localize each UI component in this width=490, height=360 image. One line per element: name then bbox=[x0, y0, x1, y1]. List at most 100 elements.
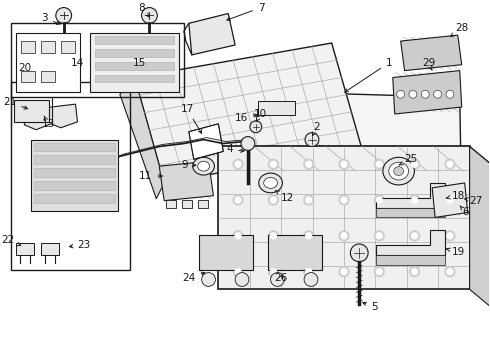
Bar bbox=[268, 235, 322, 270]
Circle shape bbox=[412, 233, 417, 239]
Text: 15: 15 bbox=[133, 58, 146, 68]
Bar bbox=[34, 156, 115, 164]
Circle shape bbox=[339, 159, 349, 169]
Bar bbox=[11, 82, 130, 270]
Circle shape bbox=[250, 121, 262, 133]
Circle shape bbox=[341, 269, 347, 275]
Text: 8: 8 bbox=[138, 3, 149, 17]
Bar bbox=[182, 200, 192, 208]
Bar bbox=[95, 49, 174, 57]
Circle shape bbox=[397, 90, 405, 98]
Polygon shape bbox=[376, 208, 445, 217]
Polygon shape bbox=[376, 255, 445, 265]
Circle shape bbox=[306, 269, 312, 275]
Text: 18: 18 bbox=[446, 191, 465, 201]
Circle shape bbox=[270, 233, 276, 239]
Bar bbox=[198, 235, 253, 270]
Text: 17: 17 bbox=[180, 104, 201, 133]
Text: 7: 7 bbox=[227, 3, 265, 21]
Bar bbox=[95, 62, 174, 69]
Text: 14: 14 bbox=[71, 58, 84, 68]
Circle shape bbox=[306, 233, 312, 239]
Circle shape bbox=[233, 231, 243, 241]
Bar bbox=[16, 243, 34, 255]
Circle shape bbox=[374, 195, 384, 205]
Text: 16: 16 bbox=[235, 113, 257, 123]
Bar bbox=[61, 41, 74, 53]
Polygon shape bbox=[376, 183, 445, 208]
Bar bbox=[59, 36, 69, 39]
Text: 9: 9 bbox=[181, 160, 196, 170]
Bar bbox=[22, 41, 35, 53]
Ellipse shape bbox=[383, 157, 415, 185]
Circle shape bbox=[142, 8, 157, 23]
Polygon shape bbox=[432, 183, 467, 217]
Text: 19: 19 bbox=[446, 247, 465, 257]
Circle shape bbox=[201, 273, 216, 286]
Circle shape bbox=[269, 195, 278, 205]
Text: 1: 1 bbox=[345, 58, 392, 92]
Circle shape bbox=[410, 159, 419, 169]
Bar bbox=[145, 36, 154, 39]
Circle shape bbox=[235, 273, 249, 286]
Bar bbox=[41, 41, 55, 53]
Circle shape bbox=[269, 267, 278, 276]
Circle shape bbox=[339, 267, 349, 276]
Circle shape bbox=[269, 231, 278, 241]
Circle shape bbox=[409, 90, 417, 98]
Polygon shape bbox=[120, 77, 164, 199]
Ellipse shape bbox=[394, 167, 404, 176]
Polygon shape bbox=[189, 124, 223, 159]
Circle shape bbox=[350, 244, 368, 262]
Text: 27: 27 bbox=[464, 196, 483, 206]
Bar bbox=[14, 100, 49, 122]
Ellipse shape bbox=[264, 177, 277, 188]
Circle shape bbox=[341, 161, 347, 167]
Circle shape bbox=[270, 161, 276, 167]
Text: 26: 26 bbox=[274, 273, 288, 283]
Text: 23: 23 bbox=[70, 240, 91, 250]
Text: 29: 29 bbox=[422, 58, 435, 71]
Circle shape bbox=[304, 231, 314, 241]
Circle shape bbox=[235, 161, 241, 167]
Circle shape bbox=[374, 267, 384, 276]
Bar bbox=[90, 33, 179, 92]
Circle shape bbox=[447, 197, 453, 203]
Bar bbox=[34, 194, 115, 203]
Text: 4: 4 bbox=[226, 144, 244, 154]
Polygon shape bbox=[135, 43, 361, 183]
Text: 25: 25 bbox=[399, 154, 418, 165]
Circle shape bbox=[374, 159, 384, 169]
Polygon shape bbox=[159, 161, 214, 201]
Circle shape bbox=[233, 195, 243, 205]
Circle shape bbox=[376, 233, 382, 239]
Circle shape bbox=[270, 269, 276, 275]
Circle shape bbox=[374, 231, 384, 241]
Text: 21: 21 bbox=[3, 97, 27, 109]
Circle shape bbox=[305, 133, 319, 147]
Circle shape bbox=[447, 269, 453, 275]
Circle shape bbox=[446, 90, 454, 98]
Text: 2: 2 bbox=[313, 122, 320, 136]
Circle shape bbox=[56, 8, 72, 23]
Circle shape bbox=[412, 269, 417, 275]
Circle shape bbox=[304, 267, 314, 276]
Polygon shape bbox=[287, 92, 462, 212]
Text: 20: 20 bbox=[19, 63, 31, 73]
Circle shape bbox=[270, 273, 284, 286]
Bar bbox=[166, 200, 176, 208]
Bar bbox=[34, 143, 115, 152]
Circle shape bbox=[235, 197, 241, 203]
Circle shape bbox=[434, 90, 441, 98]
Circle shape bbox=[235, 233, 241, 239]
Ellipse shape bbox=[259, 173, 282, 193]
Polygon shape bbox=[219, 147, 469, 289]
Ellipse shape bbox=[193, 157, 215, 175]
Circle shape bbox=[341, 197, 347, 203]
Circle shape bbox=[421, 90, 429, 98]
Circle shape bbox=[304, 195, 314, 205]
Circle shape bbox=[447, 161, 453, 167]
Circle shape bbox=[412, 161, 417, 167]
Text: 12: 12 bbox=[275, 190, 294, 203]
Bar bbox=[95, 36, 174, 44]
